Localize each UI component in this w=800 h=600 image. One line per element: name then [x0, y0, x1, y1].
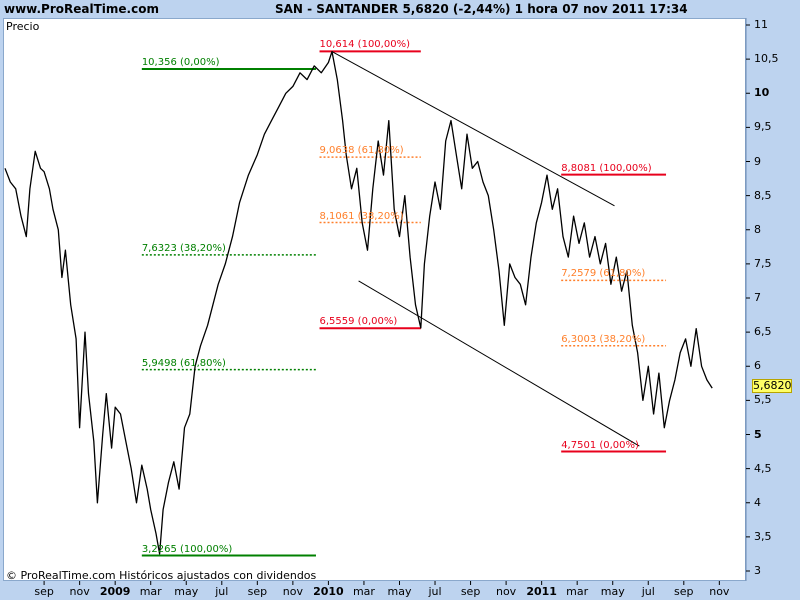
y-tick-label: 5,5	[754, 393, 772, 407]
y-tick-label: 7,5	[754, 256, 772, 270]
x-tick-label: nov	[495, 585, 517, 598]
x-tick-label: sep	[247, 585, 268, 598]
fib-level-label: 4,7501 (0,00%)	[561, 439, 639, 451]
y-tick-label: 3	[754, 564, 761, 577]
y-tick-label: 4,5	[754, 461, 772, 475]
x-tick-label: sep	[34, 585, 54, 598]
x-tick-label: jul	[215, 585, 229, 598]
channel-trendline[interactable]	[358, 280, 640, 447]
x-tick-label: sep	[674, 585, 694, 598]
chart-header: www.ProRealTime.com SAN - SANTANDER 5,68…	[0, 0, 800, 18]
copyright-notice: © ProRealTime.com Históricos ajustados c…	[6, 569, 317, 582]
x-tick-label: 2011	[526, 585, 557, 598]
fib-level-label: 7,6323 (38,20%)	[141, 242, 226, 254]
y-tick-label: 6	[754, 359, 761, 373]
fib-level-label: 10,614 (100,00%)	[319, 39, 410, 51]
x-tick-label: may	[174, 585, 199, 598]
fib-level-label: 10,356 (0,00%)	[141, 56, 220, 68]
x-tick-label: mar	[139, 585, 162, 598]
x-tick-label: jul	[641, 585, 655, 598]
x-tick-label: 2010	[313, 585, 344, 598]
y-tick-label: 10	[754, 86, 770, 100]
x-tick-label: nov	[282, 585, 303, 598]
fib-level-label: 7,2579 (61,80%)	[561, 268, 646, 280]
y-tick-label: 9	[754, 154, 761, 168]
x-tick-label: may	[387, 585, 412, 598]
y-tick-label: 5	[754, 427, 762, 441]
fib-level-label: 8,8081 (100,00%)	[561, 162, 652, 174]
plot-area[interactable]	[3, 18, 746, 581]
last-price-badge: 5,6820	[752, 379, 792, 393]
channel-trendline[interactable]	[331, 51, 615, 207]
y-tick-label: 10,5	[754, 52, 779, 66]
x-tick-label: nov	[69, 585, 90, 598]
y-tick-label: 7	[754, 291, 761, 304]
y-tick-label: 6,5	[754, 325, 772, 339]
x-tick-label: nov	[709, 585, 730, 598]
fib-level-label: 3,2265 (100,00%)	[141, 543, 233, 555]
y-tick-label: 9,5	[754, 120, 772, 134]
site-name[interactable]: www.ProRealTime.com	[4, 2, 159, 16]
fib-level-label: 5,9498 (61,80%)	[141, 357, 226, 369]
x-tick-label: mar	[566, 585, 589, 598]
x-tick-label: may	[600, 585, 625, 598]
fib-level-label: 9,0638 (61,80%)	[319, 145, 404, 157]
x-tick-label: jul	[428, 585, 442, 598]
x-tick-label: mar	[352, 585, 375, 598]
x-tick-label: 2009	[99, 585, 131, 598]
y-tick-label: 8,5	[754, 188, 772, 202]
y-tick-label: 4	[754, 495, 761, 509]
price-series-line	[4, 50, 713, 555]
x-tick-label: sep	[460, 585, 481, 598]
y-tick-label: 8	[754, 222, 761, 236]
fib-level-label: 6,3003 (38,20%)	[561, 333, 646, 345]
price-axis-caption: Precio	[6, 20, 40, 33]
fib-level-label: 6,5559 (0,00%)	[319, 316, 398, 328]
y-tick-label: 3,5	[754, 529, 772, 543]
ticker-info: SAN - SANTANDER 5,6820 (-2,44%) 1 hora 0…	[275, 2, 688, 16]
y-tick-label: 11	[754, 18, 768, 31]
fib-level-label: 8,1061 (38,20%)	[319, 210, 404, 222]
